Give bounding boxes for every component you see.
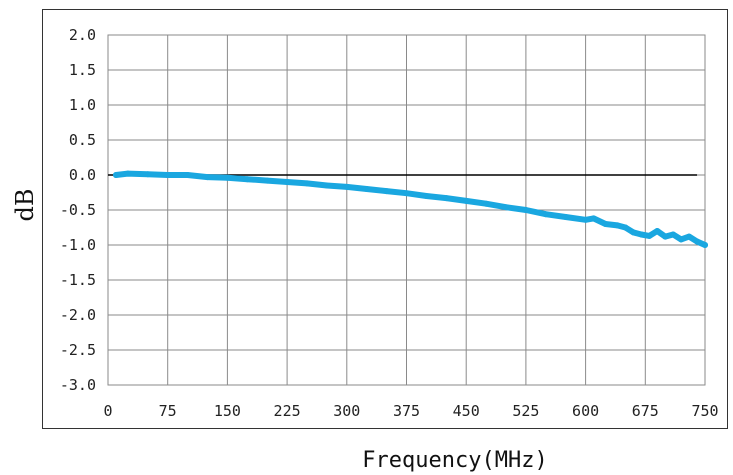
series-line — [113, 170, 708, 248]
data-point — [164, 172, 171, 178]
x-axis-label: Frequency(MHz) — [362, 448, 547, 473]
data-point — [646, 232, 653, 239]
x-tick-label: 675 — [632, 402, 659, 420]
x-tick-label: 525 — [512, 402, 539, 420]
data-point — [244, 176, 251, 183]
data-point — [323, 182, 330, 189]
x-tick-label: 75 — [159, 402, 177, 420]
y-tick-label: 1.0 — [69, 96, 96, 114]
data-point — [144, 171, 151, 178]
data-point — [204, 174, 211, 181]
gridlines — [107, 34, 706, 386]
data-point — [443, 195, 450, 202]
data-point — [403, 190, 410, 197]
y-tick-label: 0.0 — [69, 166, 96, 184]
data-point — [304, 180, 310, 187]
data-point — [602, 221, 609, 227]
x-tick-label: 750 — [691, 402, 718, 420]
data-point — [686, 233, 693, 240]
data-point — [654, 228, 661, 234]
x-tick-label: 450 — [453, 402, 480, 420]
data-point — [264, 177, 271, 184]
y-tick-label: -3.0 — [60, 376, 96, 394]
plot-area-border — [107, 34, 706, 386]
data-point — [124, 170, 131, 177]
data-point — [463, 197, 470, 204]
x-tick-label: 150 — [214, 402, 241, 420]
data-point — [662, 233, 669, 240]
data-point — [590, 215, 597, 222]
data-point — [542, 211, 549, 218]
data-point — [522, 207, 529, 213]
data-point — [112, 172, 119, 178]
y-tick-label: -2.5 — [60, 341, 96, 359]
y-tick-labels: 2.0 1.5 1.0 0.5 0.0 -0.5 -1.0 -1.5 -2.0 -2.5 -3.0 — [60, 26, 96, 394]
data-point — [483, 200, 490, 207]
data-point — [284, 179, 291, 185]
x-tick-label: 600 — [572, 402, 599, 420]
y-tick-label: 1.5 — [69, 61, 96, 79]
data-point — [702, 242, 708, 248]
x-tick-label: 225 — [274, 402, 301, 420]
y-tick-label: -1.0 — [60, 236, 96, 254]
data-point — [582, 216, 589, 223]
y-tick-label: 0.5 — [69, 131, 96, 149]
y-tick-label: -2.0 — [60, 306, 96, 324]
data-point — [562, 214, 569, 220]
x-tick-labels: 0 75 150 225 300 375 450 525 600 675 750 — [103, 402, 718, 420]
data-point — [670, 231, 677, 238]
series-group — [112, 170, 708, 248]
x-tick-label: 0 — [103, 402, 112, 420]
x-tick-label: 300 — [333, 402, 360, 420]
data-point — [224, 174, 231, 181]
data-point — [423, 193, 430, 199]
x-tick-label: 375 — [393, 402, 420, 420]
data-point — [638, 231, 645, 238]
data-point — [622, 224, 629, 231]
data-point — [614, 222, 621, 229]
data-point — [383, 188, 390, 195]
data-point — [630, 229, 637, 236]
chart-frame — [42, 9, 728, 429]
data-point — [678, 236, 685, 243]
data-point — [363, 186, 370, 192]
data-point — [694, 238, 701, 245]
y-tick-label: 2.0 — [69, 26, 96, 44]
data-point — [343, 183, 350, 190]
data-point — [503, 204, 509, 211]
y-tick-label: -1.5 — [60, 271, 96, 289]
data-point — [184, 172, 191, 178]
y-tick-label: -0.5 — [60, 201, 96, 219]
y-axis-label: dB — [11, 189, 39, 222]
